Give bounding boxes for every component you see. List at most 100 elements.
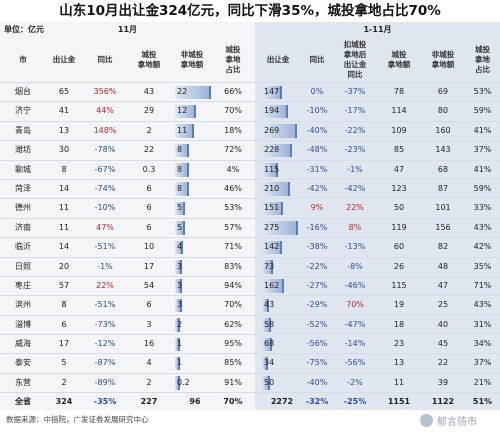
nov-yoy-cell: -89%: [94, 377, 116, 387]
nov-yoy-cell: -67%: [94, 164, 116, 174]
ytd-ct-cell: 114: [391, 106, 407, 116]
ytd-nonct-cell: 143: [435, 145, 451, 155]
ytd-share-cell: 41%: [473, 164, 492, 174]
ytd-nonct-cell: 1122: [431, 397, 455, 407]
nov-amount-cell: 65: [58, 87, 70, 96]
ytd-ct-cell: 11: [393, 377, 405, 387]
ytd-nonct-cell: 82: [437, 242, 449, 252]
nov-nonct-cell: 0.2: [177, 377, 190, 387]
nov_nonct-bar: [175, 298, 182, 313]
wechat-icon: [420, 414, 433, 427]
nov-amount-cell: 11: [58, 222, 70, 232]
nov-amount-cell: 30: [58, 145, 70, 155]
ytd-exct-cell: 8%: [348, 222, 362, 232]
col-nov-amount: 出让金: [52, 55, 76, 64]
ytd-ct-cell: 119: [391, 222, 407, 232]
ytd-share-cell: 59%: [473, 183, 492, 193]
table-row: 枣庄 57 22% 54 3 94% 162 -27% -46% 115 47 71%: [0, 275, 500, 295]
ytd-nonct-cell: 25: [437, 300, 449, 310]
ytd-exct-cell: -56%: [344, 358, 366, 368]
nov-amount-cell: 8: [61, 300, 67, 310]
ytd-share-cell: 37%: [473, 358, 492, 368]
ytd-amount-cell: 73: [264, 261, 275, 271]
ytd-yoy-cell: -48%: [306, 145, 328, 155]
nov_nonct-bar: [175, 356, 180, 371]
table-row: 潍坊 30 -78% 22 8 72% 228 -48% -23% 85 143 37%: [0, 140, 500, 159]
nov-yoy-cell: -73%: [94, 319, 116, 329]
ytd-nonct-cell: 80: [437, 106, 449, 116]
ytd-nonct-cell: 39: [437, 377, 449, 387]
ytd-nonct-cell: 69: [437, 87, 449, 96]
ytd-ct-cell: 50: [393, 203, 405, 213]
ytd-yoy-cell: 9%: [310, 203, 324, 213]
ytd-share-cell: 33%: [473, 203, 492, 213]
nov_nonct-bar: [175, 124, 194, 138]
nov-nonct-cell: 12: [177, 106, 188, 116]
ytd-nonct-cell: 48: [437, 261, 449, 271]
ytd_amount-bar: [262, 124, 298, 138]
ytd-share-cell: 41%: [473, 125, 492, 135]
ytd-exct-cell: -23%: [344, 145, 366, 155]
nov-yoy-cell: -51%: [94, 242, 116, 252]
ytd-nonct-cell: 68: [437, 164, 449, 174]
ytd_amount-bar: [262, 260, 274, 274]
nov-share-cell: 91%: [224, 377, 242, 387]
nov-ct-cell: 43: [143, 87, 155, 96]
nov-ct-cell: 2: [146, 125, 152, 135]
city-cell: 威海: [15, 339, 31, 349]
header-top-row: 单位：亿元 11月 1-11月: [0, 22, 500, 38]
ytd_amount-bar: [262, 337, 273, 352]
ytd_amount-bar: [262, 85, 283, 99]
nov-nonct-cell: 8: [177, 145, 183, 155]
nov-ct-cell: 6: [146, 203, 152, 213]
ytd-yoy-cell: -31%: [306, 164, 328, 174]
nov-nonct-cell: 3: [177, 300, 183, 310]
ytd-yoy-cell: -40%: [306, 125, 328, 135]
ytd-exct-cell: -37%: [344, 87, 366, 96]
ytd-exct-cell: -47%: [344, 319, 366, 329]
nov_nonct-bar: [175, 104, 196, 119]
nov_nonct-bar: [175, 260, 182, 274]
table-row: 淄博 6 -73% 3 2 62% 58 -52% -47% 18 40 31%: [0, 314, 500, 334]
table-row-total: 全省 324 -35% 227 96 70% 2272 -32% -25% 1151 1122 51%: [0, 392, 500, 411]
ytd-nonct-cell: 40: [437, 319, 449, 329]
table-body: 烟台 65 356% 43 22 66% 147 0% -37% 78 69 53% 济宁 41 44% 29…: [0, 82, 500, 412]
city-cell: 枣庄: [15, 280, 31, 290]
col-nov-yoy: 同比: [97, 55, 113, 64]
col-nov-nonct: 非城投 拿地额: [180, 50, 204, 69]
nov-amount-cell: 14: [58, 242, 70, 252]
nov-amount-cell: 57: [58, 280, 70, 290]
ytd-share-cell: 42%: [473, 242, 492, 252]
table-row: 德州 11 -10% 6 5 53% 151 9% 22% 50 101 33%: [0, 198, 500, 217]
table-row: 日照 20 -1% 17 3 83% 73 -22% -8% 26 48 35%: [0, 256, 500, 276]
ytd-exct-cell: -1%: [347, 164, 363, 174]
nov-share-cell: 83%: [224, 261, 242, 271]
ytd-share-cell: 34%: [473, 339, 492, 349]
nov-nonct-cell: 1: [177, 339, 183, 349]
nov_nonct-bar: [175, 182, 190, 196]
ytd-amount-cell: 194: [264, 106, 280, 116]
city-cell: 东营: [15, 377, 31, 387]
nov-amount-cell: 11: [58, 203, 70, 213]
nov-share-cell: 18%: [224, 125, 242, 135]
ytd-nonct-cell: 101: [435, 203, 451, 213]
page-title: 山东10月出让金324亿元，同比下滑35%，城投拿地占比70%: [59, 3, 441, 19]
nov_nonct-bar: [175, 279, 182, 293]
nov-yoy-cell: 356%: [93, 87, 117, 96]
ytd-amount-cell: 68: [264, 339, 275, 349]
ytd-share-cell: 35%: [473, 261, 492, 271]
nov_nonct-bar: [175, 337, 180, 352]
ytd-ct-cell: 13: [393, 358, 405, 368]
ytd-amount-cell: 275: [264, 222, 280, 232]
ytd-exct-cell: -13%: [344, 242, 366, 252]
ytd-exct-cell: 70%: [346, 300, 364, 310]
nov-amount-cell: 6: [61, 319, 67, 329]
nov-yoy-cell: -74%: [94, 183, 116, 193]
nov-yoy-cell: -51%: [94, 300, 116, 310]
ytd-ct-cell: 26: [393, 261, 405, 271]
nov-amount-cell: 17: [58, 339, 70, 349]
ytd_amount-bar: [262, 240, 282, 255]
nov-ct-cell: 29: [143, 106, 155, 116]
ytd-yoy-cell: -56%: [306, 339, 328, 349]
ytd-exct-cell: -17%: [344, 106, 366, 116]
